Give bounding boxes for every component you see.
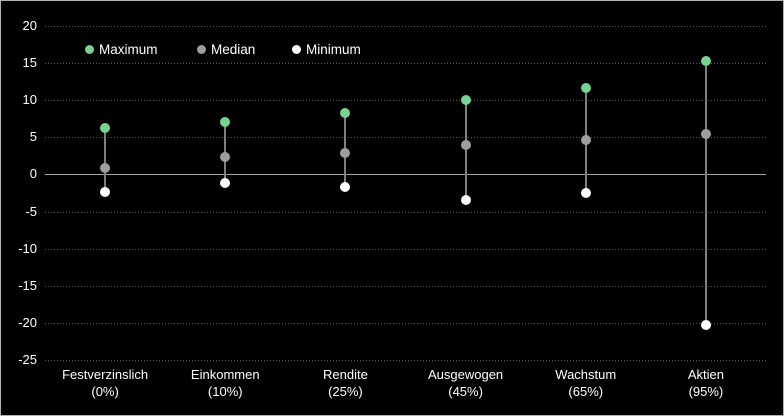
legend-item-median: Median (197, 40, 255, 58)
y-axis-tick-label-15: 15 (22, 55, 37, 71)
category-allocation-percent: (25%) (328, 384, 363, 399)
maximum-dot-festverzinslich (100, 122, 111, 133)
y-axis-tick-label--25: -25 (18, 352, 37, 367)
legend-label-minimum: Minimum (306, 41, 361, 57)
legend-label-median: Median (211, 41, 256, 57)
minimum-dot-aktien (700, 320, 711, 331)
y-axis-tick-label-0: 0 (29, 166, 37, 182)
x-axis-category-label-rendite: Rendite (25%) (280, 366, 410, 400)
gridline-15 (45, 63, 766, 65)
median-dot-festverzinslich (100, 162, 111, 173)
median-dot-wachstum (580, 135, 591, 146)
y-axis-tick-label--20: -20 (18, 314, 37, 330)
category-allocation-percent: (45%) (448, 384, 483, 399)
zero-axis-line (45, 174, 766, 176)
category-name: Aktien (687, 367, 724, 382)
category-allocation-percent: (0%) (91, 384, 119, 399)
range-stem-aktien (704, 60, 707, 326)
y-axis-tick-label--15: -15 (18, 277, 37, 293)
y-axis-tick-label--10: -10 (18, 240, 37, 256)
x-axis-category-label-wachstum: Wachstum (65%) (521, 366, 651, 400)
maximum-dot-einkommen (220, 117, 231, 128)
category-allocation-percent: (10%) (207, 384, 243, 399)
gridline--25 (45, 360, 766, 361)
range-stem-festverzinslich (104, 127, 107, 192)
gridline--5 (45, 211, 766, 213)
category-name: Ausgewogen (427, 367, 504, 382)
maximum-dot-aktien (700, 55, 711, 66)
median-dot-aktien (700, 128, 711, 139)
range-stem-ausgewogen (464, 100, 467, 201)
y-axis-tick-label-10: 10 (22, 92, 37, 108)
y-axis-tick-label--5: -5 (25, 203, 37, 219)
minimum-dot-festverzinslich (100, 186, 111, 197)
minimum-dot-wachstum (580, 188, 591, 198)
category-name: Einkommen (190, 367, 260, 382)
minimum-dot-einkommen (220, 177, 231, 188)
y-axis-tick-label-20: 20 (22, 18, 37, 33)
median-dot-einkommen (220, 152, 231, 163)
gridline-5 (45, 137, 766, 139)
legend-label-maximum: Maximum (99, 41, 158, 57)
x-axis: Festverzinslich (0%) Einkommen (10%) Rendite… (45, 366, 766, 406)
category-allocation-percent: (65%) (568, 384, 604, 399)
category-name: Festverzinslich (62, 367, 149, 382)
median-dot-rendite (340, 147, 351, 158)
plot-area (45, 26, 766, 361)
gridline--20 (45, 322, 766, 324)
median-dot-icon (197, 44, 206, 54)
median-dot-ausgewogen (460, 140, 471, 151)
category-allocation-percent: (95%) (688, 384, 724, 399)
y-axis-tick-label-5: 5 (29, 129, 37, 145)
chart-legend: Maximum Median Minimum (1, 40, 783, 58)
gridline-10 (45, 100, 766, 102)
category-name: Wachstum (555, 367, 617, 382)
y-axis: 20 15 10 5 0 -5 -10 -15 -20 -25 (1, 1, 37, 415)
minimum-dot-icon (292, 44, 301, 54)
x-axis-category-label-einkommen: Einkommen (10%) (160, 366, 290, 400)
x-axis-category-label-festverzinslich: Festverzinslich (0%) (40, 366, 170, 400)
category-name: Rendite (323, 367, 368, 382)
x-axis-category-label-aktien: Aktien (95%) (641, 366, 771, 400)
gridline-20 (45, 26, 766, 27)
maximum-dot-ausgewogen (460, 95, 471, 106)
minimum-dot-rendite (340, 182, 351, 193)
maximum-dot-rendite (340, 107, 351, 118)
gridline--10 (45, 248, 766, 250)
gridline--15 (45, 285, 766, 287)
maximum-dot-icon (85, 44, 94, 54)
minimum-dot-ausgewogen (460, 195, 471, 206)
x-axis-category-label-ausgewogen: Ausgewogen (45%) (401, 366, 531, 400)
legend-item-maximum: Maximum (85, 40, 158, 58)
maximum-dot-wachstum (580, 83, 591, 94)
legend-item-minimum: Minimum (292, 40, 361, 58)
